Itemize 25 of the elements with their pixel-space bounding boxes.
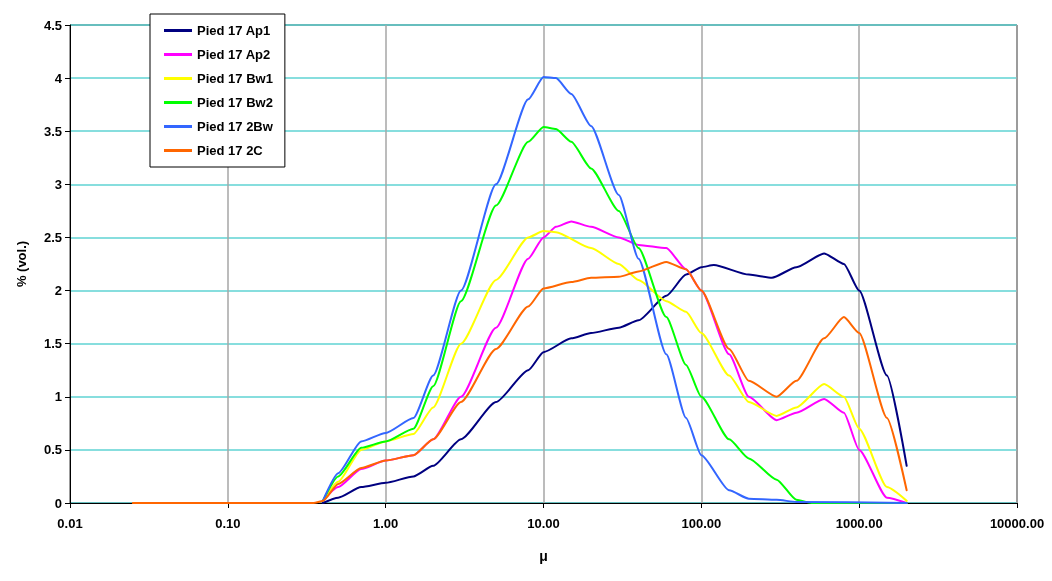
y-tick-label: 2 [54,283,62,299]
y-tick-label: 0 [54,495,62,511]
legend-label: Pied 17 Bw1 [197,71,273,86]
x-axis-title: μ [539,548,548,564]
x-tick-label: 0.01 [57,516,83,531]
legend-label: Pied 17 Bw2 [197,95,273,110]
legend-label: Pied 17 Ap1 [197,23,271,38]
y-tick-label: 4.5 [43,17,62,33]
y-tick-label: 2.5 [43,229,62,245]
y-axis-title: % (vol.) [14,240,29,288]
y-tick-label: 4 [54,70,63,86]
y-tick-label: 1.5 [43,336,62,352]
y-tick-label: 0.5 [43,442,62,458]
y-tick-label: 1 [54,389,62,405]
x-tick-label: 0.10 [215,516,241,531]
x-tick-label: 1000.00 [835,516,883,531]
y-tick-label: 3.5 [43,123,62,139]
legend-label: Pied 17 Ap2 [197,47,271,62]
x-tick-label: 100.00 [681,516,722,531]
x-tick-label: 10.00 [527,516,560,531]
legend-label: Pied 17 2C [197,143,264,158]
y-tick-label: 3 [54,176,62,192]
x-tick-label: 1.00 [373,516,399,531]
x-tick-label: 10000.00 [989,516,1045,531]
legend-label: Pied 17 2Bw [197,119,274,134]
